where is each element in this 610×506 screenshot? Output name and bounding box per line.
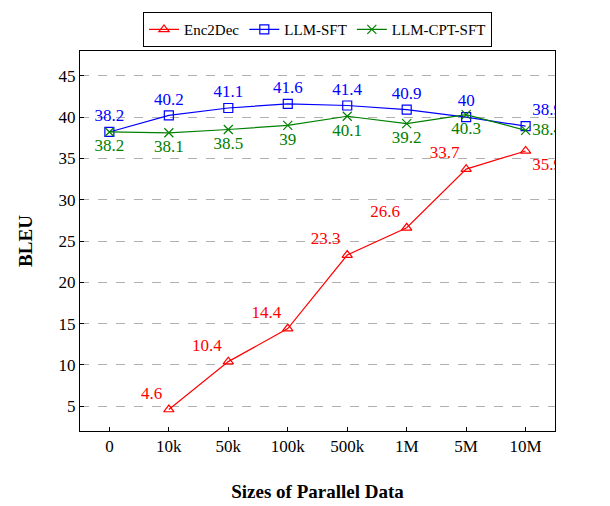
svg-text:10.4: 10.4 [192,336,222,355]
svg-text:10: 10 [59,356,76,375]
svg-text:38.5: 38.5 [213,134,243,153]
svg-text:26.6: 26.6 [370,202,400,221]
svg-text:33.7: 33.7 [430,143,460,162]
svg-text:BLEU: BLEU [15,215,36,267]
svg-text:41.1: 41.1 [213,82,243,101]
svg-text:25: 25 [59,232,76,251]
svg-text:15: 15 [59,315,76,334]
svg-text:10M: 10M [510,437,542,456]
svg-text:1M: 1M [395,437,419,456]
svg-text:35: 35 [59,149,76,168]
svg-text:4.6: 4.6 [141,384,162,403]
svg-text:40: 40 [59,108,76,127]
svg-text:35.9: 35.9 [532,155,555,174]
svg-text:0: 0 [105,437,114,456]
svg-text:40: 40 [458,91,475,110]
svg-text:500k: 500k [330,437,365,456]
svg-text:41.6: 41.6 [273,78,303,97]
svg-text:39.2: 39.2 [392,128,422,147]
svg-text:Enc2Dec: Enc2Dec [184,22,239,38]
svg-text:23.3: 23.3 [311,229,341,248]
svg-text:38.2: 38.2 [95,136,125,155]
svg-text:14.4: 14.4 [251,303,281,322]
svg-text:38.4: 38.4 [532,120,555,139]
svg-text:40.9: 40.9 [392,84,422,103]
svg-text:40.1: 40.1 [332,121,362,140]
svg-text:40.3: 40.3 [451,119,481,138]
svg-text:38.2: 38.2 [95,106,125,125]
svg-text:LLM-CPT-SFT: LLM-CPT-SFT [392,22,486,38]
svg-text:LLM-SFT: LLM-SFT [284,22,347,38]
svg-text:10k: 10k [156,437,182,456]
svg-text:45: 45 [59,67,76,86]
svg-text:100k: 100k [271,437,306,456]
svg-text:38.1: 38.1 [154,137,184,156]
svg-text:30: 30 [59,191,76,210]
svg-text:5: 5 [67,397,76,416]
svg-text:39: 39 [279,130,296,149]
svg-text:38.9: 38.9 [532,100,555,119]
svg-text:Sizes of Parallel Data: Sizes of Parallel Data [231,481,404,502]
svg-text:20: 20 [59,273,76,292]
svg-text:5M: 5M [454,437,478,456]
svg-text:40.2: 40.2 [154,90,184,109]
svg-text:41.4: 41.4 [332,80,362,99]
svg-text:50k: 50k [216,437,242,456]
